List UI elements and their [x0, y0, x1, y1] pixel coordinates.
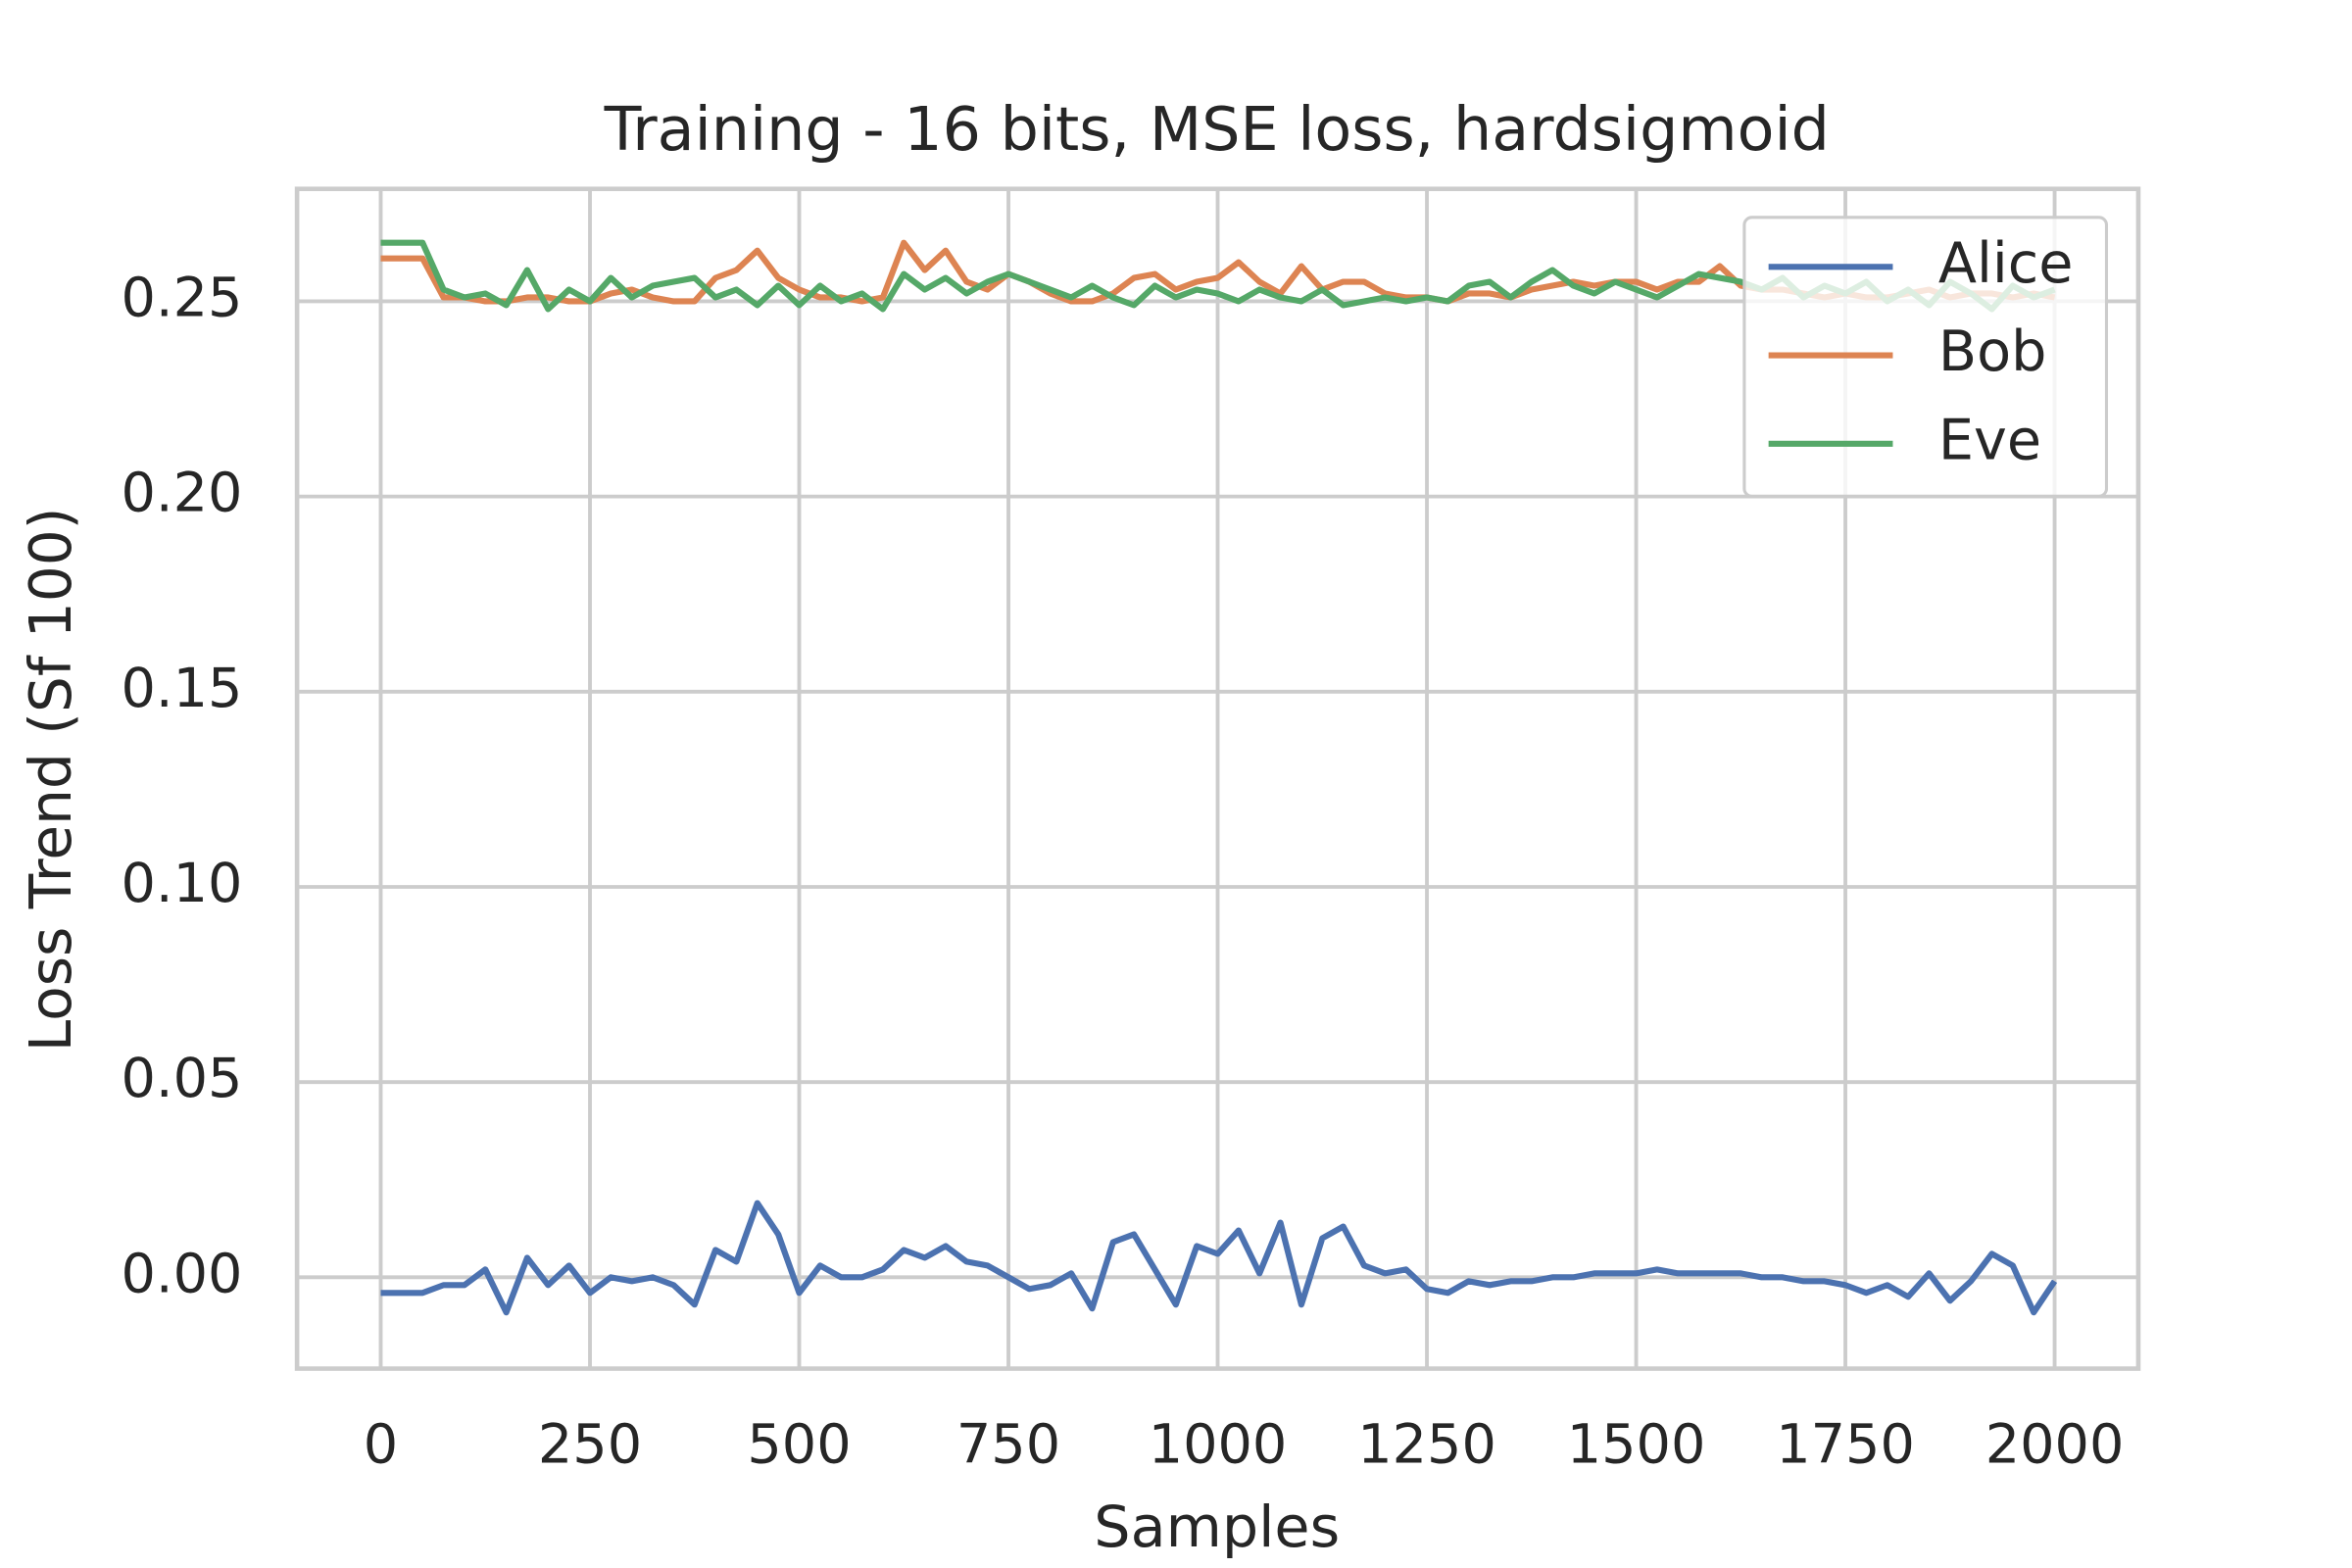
- x-tick-label: 2000: [1985, 1414, 2125, 1477]
- y-tick-label: 0.20: [121, 463, 242, 525]
- x-tick-label: 0: [364, 1414, 398, 1477]
- x-tick-label: 750: [956, 1414, 1060, 1477]
- chart-title: Training - 16 bits, MSE loss, hardsigmoi…: [604, 94, 1830, 165]
- y-tick-label: 0.00: [121, 1244, 242, 1306]
- legend-box: [1742, 216, 2109, 498]
- x-tick-label: 500: [747, 1414, 851, 1477]
- y-tick-label: 0.25: [121, 268, 242, 330]
- x-tick-label: 1750: [1776, 1414, 1915, 1477]
- x-tick-label: 250: [538, 1414, 642, 1477]
- y-tick-label: 0.10: [121, 853, 242, 915]
- legend-label: Alice: [1938, 231, 2074, 296]
- x-tick-label: 1000: [1149, 1414, 1288, 1477]
- x-tick-label: 1250: [1357, 1414, 1496, 1477]
- x-axis-label: Samples: [1094, 1494, 1340, 1560]
- plot-frame: [294, 186, 2141, 1371]
- legend: Alice Bob Eve: [1742, 216, 2109, 498]
- y-tick-label: 0.05: [121, 1048, 242, 1110]
- y-tick-label: 0.15: [121, 658, 242, 720]
- legend-label: Bob: [1938, 319, 2047, 384]
- legend-label: Eve: [1938, 409, 2041, 473]
- series-line: [380, 1200, 2058, 1316]
- x-tick-label: 1500: [1567, 1414, 1706, 1477]
- y-axis-label: Loss Trend (Sf 100): [18, 508, 84, 1053]
